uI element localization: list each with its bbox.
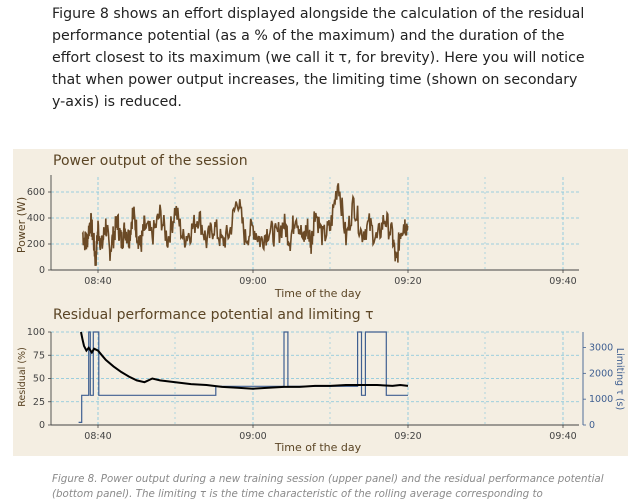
bottom-x-tick-label: 09:20 xyxy=(394,431,421,442)
top-panel-axes: 08:40 09:00 09:20 09:40 0 200 400 600 xyxy=(27,175,579,287)
residual-series-line xyxy=(80,331,409,390)
bottom-panel-title: Residual performance potential and limit… xyxy=(53,307,374,323)
bottom-x-tick-label: 08:40 xyxy=(84,431,111,442)
top-panel-title: Power output of the session xyxy=(53,153,248,169)
figure-8: Power output of the session 08:40 09:00 09… xyxy=(13,149,628,456)
bottom-y-tick-label: 75 xyxy=(33,350,45,361)
bottom-y2-tick-label: 3000 xyxy=(589,343,613,354)
top-y-tick-label: 0 xyxy=(39,265,45,276)
bottom-y-tick-label: 100 xyxy=(27,327,45,338)
bottom-y-tick-label: 0 xyxy=(39,420,45,431)
top-y-tick-label: 200 xyxy=(27,239,45,250)
top-x-tick-label: 08:40 xyxy=(84,276,111,287)
top-x-tick-label: 09:00 xyxy=(239,276,266,287)
bottom-panel-axes: 08:40 09:00 09:20 09:4002550751000100020003… xyxy=(27,327,613,442)
top-y-tick-label: 600 xyxy=(27,187,45,198)
bottom-x-tick-label: 09:40 xyxy=(549,431,576,442)
top-x-tick-label: 09:20 xyxy=(394,276,421,287)
bottom-x-tick-label: 09:00 xyxy=(239,431,266,442)
top-panel-x-label: Time of the day xyxy=(274,287,362,300)
top-x-tick-label: 09:40 xyxy=(549,276,576,287)
bottom-y-tick-label: 50 xyxy=(33,374,45,385)
bottom-panel-y-label: Residual (%) xyxy=(17,347,28,407)
bottom-panel-x-label: Time of the day xyxy=(274,441,362,454)
bottom-y2-tick-label: 0 xyxy=(589,420,595,431)
bottom-panel-y2-label: Limiting τ (s) xyxy=(614,348,625,410)
figure-caption: Figure 8. Power output during a new trai… xyxy=(52,473,604,500)
limiting-tau-series-line xyxy=(78,331,408,423)
bottom-y-tick-label: 25 xyxy=(33,397,45,408)
top-y-tick-label: 400 xyxy=(27,213,45,224)
bottom-y2-tick-label: 2000 xyxy=(589,368,613,379)
power-series-line xyxy=(81,183,409,266)
top-panel-y-label: Power (W) xyxy=(15,197,28,253)
figure-8-chart: Power output of the session 08:40 09:00 09… xyxy=(13,149,628,456)
bottom-panel-grid xyxy=(51,331,579,426)
top-panel-grid xyxy=(51,177,579,271)
article-paragraph: Figure 8 shows an effort displayed along… xyxy=(52,6,585,110)
bottom-y2-tick-label: 1000 xyxy=(589,394,613,405)
